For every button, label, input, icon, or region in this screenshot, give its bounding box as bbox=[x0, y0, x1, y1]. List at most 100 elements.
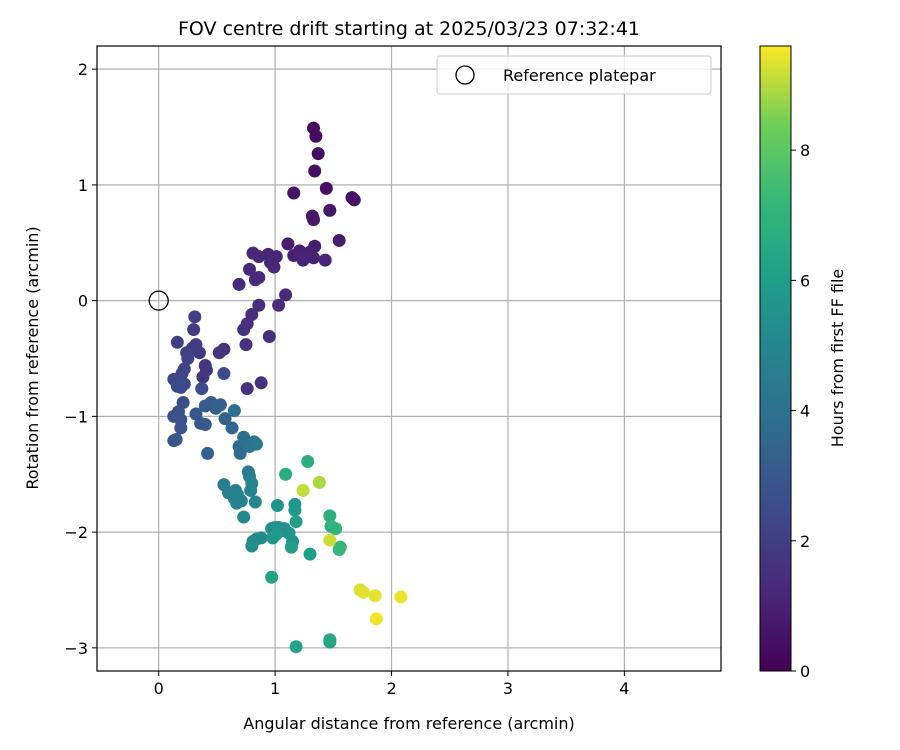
colorbar-tick-label: 4 bbox=[800, 402, 810, 421]
data-point bbox=[198, 417, 212, 431]
data-point bbox=[287, 186, 301, 200]
data-point bbox=[245, 477, 259, 490]
data-point bbox=[170, 379, 184, 393]
data-point bbox=[296, 483, 310, 497]
data-point bbox=[245, 539, 259, 553]
legend-label-reference: Reference platepar bbox=[503, 66, 656, 85]
legend: Reference platepar bbox=[436, 55, 712, 95]
data-point bbox=[174, 421, 188, 435]
data-point bbox=[195, 382, 209, 396]
data-point bbox=[181, 352, 195, 365]
data-point bbox=[252, 250, 266, 264]
data-point bbox=[188, 310, 202, 324]
data-point bbox=[323, 509, 337, 523]
data-point bbox=[279, 467, 293, 481]
legend-box bbox=[436, 55, 712, 95]
data-point bbox=[189, 338, 203, 352]
data-point bbox=[254, 376, 268, 390]
data-point bbox=[233, 446, 247, 460]
data-point bbox=[240, 382, 254, 396]
data-point bbox=[232, 277, 246, 291]
data-point bbox=[248, 495, 262, 509]
data-point bbox=[329, 522, 343, 536]
y-axis-label: Rotation from reference (arcmin) bbox=[23, 226, 42, 489]
data-point bbox=[262, 330, 276, 344]
data-point bbox=[323, 203, 337, 217]
data-point bbox=[347, 193, 361, 207]
colorbar-tick-label: 8 bbox=[800, 141, 810, 160]
y-tick-label: 1 bbox=[78, 176, 88, 195]
colorbar-label: Hours from first FF file bbox=[828, 269, 847, 448]
chart-title: FOV centre drift starting at 2025/03/23 … bbox=[178, 18, 640, 40]
data-point bbox=[296, 253, 310, 267]
data-point bbox=[307, 251, 321, 265]
colorbar bbox=[759, 45, 792, 672]
data-point bbox=[218, 412, 232, 426]
y-axis-ticks: −3 −2 −1 0 1 2 bbox=[64, 60, 97, 658]
data-point bbox=[213, 398, 227, 412]
data-point bbox=[170, 335, 184, 349]
data-point bbox=[187, 323, 201, 337]
data-point bbox=[249, 437, 263, 451]
data-point bbox=[289, 515, 303, 529]
data-point bbox=[303, 547, 317, 561]
data-point bbox=[269, 527, 283, 541]
x-tick-label: 3 bbox=[503, 679, 513, 698]
colorbar-tick-label: 6 bbox=[800, 271, 810, 290]
x-tick-label: 2 bbox=[386, 679, 396, 698]
reference-marker bbox=[148, 290, 169, 311]
x-tick-label: 1 bbox=[270, 679, 280, 698]
data-point bbox=[301, 455, 315, 469]
data-point bbox=[323, 533, 337, 547]
data-point bbox=[212, 346, 226, 360]
colorbar-tick-label: 2 bbox=[800, 532, 810, 551]
x-axis-ticks: 0 1 2 3 4 bbox=[154, 671, 629, 698]
x-axis-label: Angular distance from reference (arcmin) bbox=[243, 714, 574, 733]
data-point bbox=[217, 367, 231, 381]
y-tick-label: −1 bbox=[64, 407, 88, 426]
reference-marker-group bbox=[148, 290, 169, 311]
data-point bbox=[243, 262, 257, 276]
data-point bbox=[319, 181, 333, 195]
data-point bbox=[227, 404, 241, 418]
data-point bbox=[248, 273, 262, 287]
data-point bbox=[239, 338, 253, 352]
data-point bbox=[284, 540, 298, 554]
data-point bbox=[196, 370, 210, 384]
data-point bbox=[265, 570, 279, 584]
data-point bbox=[270, 498, 284, 512]
data-point bbox=[237, 510, 251, 524]
x-tick-label: 0 bbox=[154, 679, 164, 698]
data-points bbox=[167, 121, 408, 654]
data-point bbox=[267, 260, 281, 274]
data-point bbox=[272, 298, 286, 312]
data-point bbox=[167, 434, 181, 448]
data-point bbox=[311, 147, 325, 161]
y-tick-label: −2 bbox=[64, 523, 88, 542]
data-point bbox=[254, 531, 268, 545]
data-point bbox=[237, 323, 251, 337]
data-point bbox=[281, 237, 295, 251]
data-point bbox=[201, 446, 215, 460]
data-point bbox=[279, 288, 293, 302]
data-point bbox=[369, 612, 383, 626]
data-point bbox=[332, 233, 346, 247]
y-tick-label: 2 bbox=[78, 60, 88, 79]
x-tick-label: 4 bbox=[619, 679, 629, 698]
data-point bbox=[357, 585, 371, 599]
data-point bbox=[252, 298, 266, 312]
data-point bbox=[323, 633, 337, 647]
data-point bbox=[288, 503, 302, 517]
data-point bbox=[225, 421, 239, 435]
data-point bbox=[318, 253, 332, 267]
data-point bbox=[308, 164, 322, 178]
data-point bbox=[289, 640, 303, 654]
colorbar-ticks: 0 2 4 6 8 bbox=[791, 141, 810, 681]
legend-marker-reference bbox=[455, 65, 475, 85]
data-point bbox=[307, 213, 321, 227]
colorbar-tick-label: 0 bbox=[800, 662, 810, 681]
data-point bbox=[234, 494, 248, 508]
data-point bbox=[368, 589, 382, 603]
data-point bbox=[394, 590, 408, 604]
